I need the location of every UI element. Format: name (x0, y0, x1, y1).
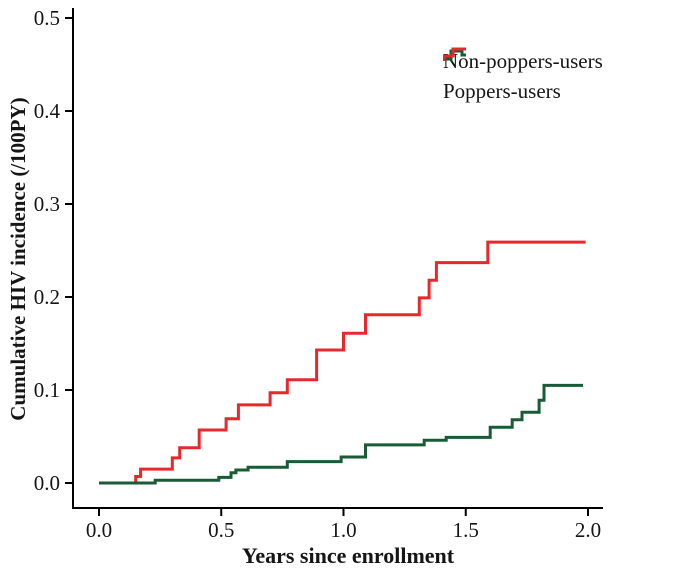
y-tick-label: 0.4 (34, 99, 61, 123)
step-line-glyph-red-icon (443, 47, 466, 61)
y-tick-label: 0.5 (34, 6, 60, 30)
x-tick-label: 1.5 (453, 518, 479, 542)
y-tick-label: 0.3 (34, 192, 60, 216)
x-axis-title: Years since enrollment (241, 543, 455, 568)
x-tick-label: 1.0 (330, 518, 356, 542)
legend-item-poppers-users: Poppers-users (443, 47, 603, 106)
legend-label: Non-poppers-users (443, 48, 603, 73)
series-non-poppers-users (99, 383, 584, 485)
legend-label: Poppers-users (443, 78, 561, 103)
x-tick-label: 0.5 (208, 518, 234, 542)
legend-item-non-poppers-users: Non-poppers-users (443, 46, 603, 76)
y-tick-label: 0.2 (34, 285, 60, 309)
y-axis-title: Cumulative HIV incidence (/100PY) (6, 97, 30, 421)
legend: Non-poppers-users Poppers-users (443, 46, 603, 106)
step-line-glyph-green-icon (444, 49, 466, 61)
series-poppers-users (99, 240, 586, 485)
x-tick-label: 2.0 (575, 518, 601, 542)
x-tick-label: 0.0 (86, 518, 112, 542)
y-tick-label: 0.1 (34, 378, 60, 402)
y-tick-label: 0.0 (34, 471, 60, 495)
